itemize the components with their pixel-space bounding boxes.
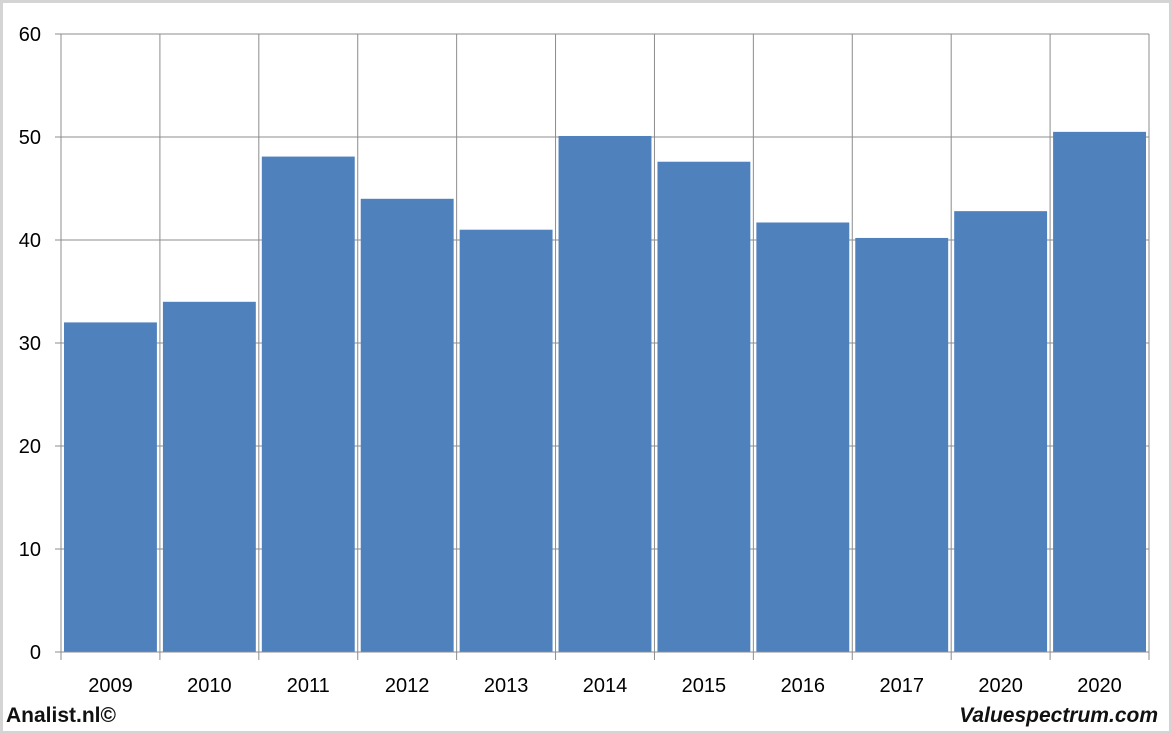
y-tick-label: 10 xyxy=(19,539,41,561)
x-tick-label: 2013 xyxy=(484,675,529,697)
bar xyxy=(1053,131,1146,653)
bar xyxy=(657,161,751,652)
x-tick-label: 2020 xyxy=(1077,675,1122,697)
x-tick-label: 2012 xyxy=(385,675,430,697)
footer-left-credit: Analist.nl© xyxy=(6,704,116,727)
footer-right-credit: Valuespectrum.com xyxy=(959,704,1158,727)
x-tick-label: 2020 xyxy=(978,675,1023,697)
bar xyxy=(459,229,553,652)
y-tick-label: 30 xyxy=(19,333,41,355)
x-tick-label: 2016 xyxy=(781,675,826,697)
bar xyxy=(558,135,652,653)
bar xyxy=(360,198,454,653)
bar xyxy=(855,237,949,652)
x-tick-label: 2014 xyxy=(583,675,628,697)
y-tick-label: 0 xyxy=(30,642,41,664)
x-tick-label: 2015 xyxy=(682,675,727,697)
bar xyxy=(162,301,256,652)
x-tick-label: 2009 xyxy=(88,675,133,697)
y-tick-label: 40 xyxy=(19,230,41,252)
bars xyxy=(64,131,1146,653)
y-tick-label: 60 xyxy=(19,24,41,46)
bar xyxy=(756,222,850,653)
bar xyxy=(64,322,157,652)
bar xyxy=(954,211,1048,652)
bar xyxy=(261,156,355,652)
axes xyxy=(60,34,1149,653)
y-tick-labels: 0 10 20 30 40 50 60 xyxy=(19,24,41,664)
y-tick-label: 50 xyxy=(19,127,41,149)
x-tick-label: 2011 xyxy=(287,675,330,697)
x-tick-labels: 2009 2010 2011 2012 2013 2014 2015 2016 2017 2020… xyxy=(88,675,1122,697)
y-tick-label: 20 xyxy=(19,436,41,458)
x-tick-label: 2010 xyxy=(187,675,232,697)
x-tick-label: 2017 xyxy=(879,675,924,697)
